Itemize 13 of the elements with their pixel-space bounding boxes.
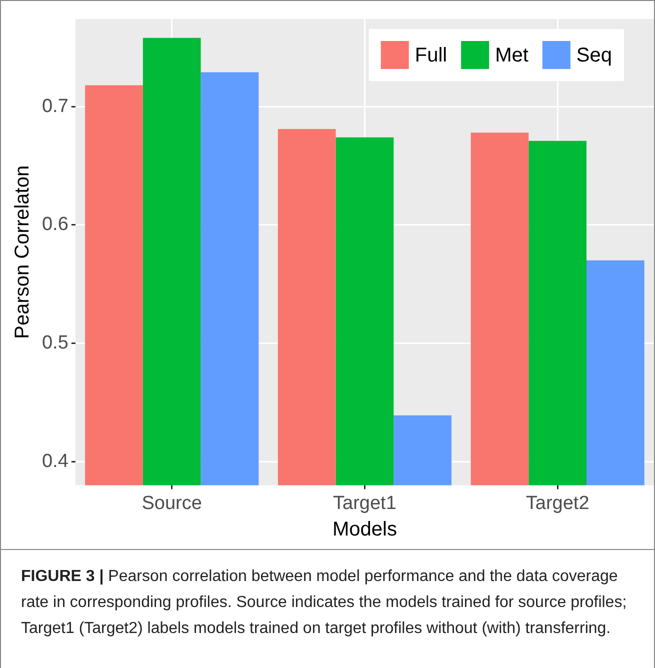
legend-label: Full [414,44,448,67]
x-tick-label: Target1 [333,492,396,514]
y-tick-label: 0.7 [42,96,68,117]
x-tick-label: Source [142,492,202,514]
y-axis-title: Pearson Correlaton [12,165,34,339]
x-axis-title: Models [332,518,397,541]
x-tick-label: Target2 [526,492,590,514]
y-tick-label: 0.4 [42,450,69,472]
y-tick-label: 0.6 [42,214,68,236]
y-tick-label: 0.5 [42,332,68,354]
legend-label: Seq [576,44,612,67]
legend-label: Met [495,44,529,67]
caption: FIGURE 3 | Pearson correlation between model performance and the data coverage rate in corresponding profiles. Source indicates the models trained for source profiles; Target1 (Target2) labels models trained on target profiles without (with) transferring. [21,567,628,639]
